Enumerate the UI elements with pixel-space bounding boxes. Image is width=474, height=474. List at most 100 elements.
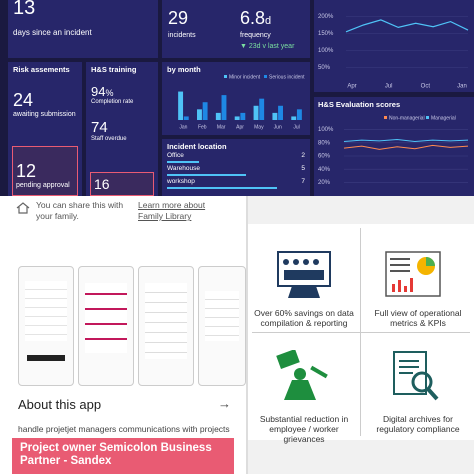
x-tick-label: Mar [217,124,226,130]
location-row: workshop 7 [167,177,305,190]
app-panel: You can share this with your family. Lea… [0,196,248,474]
about-arrow[interactable]: → [218,396,231,411]
benefit-icon [277,251,331,298]
screenshot[interactable] [78,266,134,386]
family-icon [16,202,30,214]
banner: Project owner Semicolon Business Partner… [12,438,234,474]
screenshots [18,266,246,386]
risk-title: Risk assements [13,65,70,74]
screenshot[interactable] [138,266,194,386]
risk-tile: Risk assements 24 awaiting submission 12… [8,62,82,196]
benefit-icon [276,350,328,400]
bar [272,112,278,120]
dashboard: 13 days since an incident 29 incidents 6… [0,0,474,196]
by-month-title: by month [167,65,201,74]
y-tick-label: 200% [318,14,334,20]
risk-pending-label: pending approval [16,182,70,189]
screenshot[interactable] [198,266,246,386]
incidents-tile: 29 incidents 6.8d frequency ▼ 23d v last… [162,0,310,58]
training-tile: H&S training 94% Completion rate 74 Staf… [86,62,158,196]
risk-awaiting-label: awaiting submission [13,111,76,118]
x-tick-label: Jun [274,124,282,130]
days-label: days since an incident [13,28,92,37]
benefit-icon [393,351,439,401]
legend-swatch [426,116,429,119]
score-line [343,138,469,142]
benefit-caption: Over 60% savings on data compilation & r… [254,308,354,328]
training-title: H&S training [91,65,137,74]
bar [183,116,189,120]
y-tick-label: 60% [318,154,331,160]
pending-box: 12 pending approval [12,146,78,196]
bar [296,109,302,120]
location-bar [167,174,246,176]
bar [240,112,246,120]
x-tick-label: May [254,124,264,130]
legend-swatch [224,75,227,78]
benefit-caption: Substantial reduction in employee / work… [259,414,349,444]
x-tick-label: Oct [421,84,431,90]
legend-label: Managerial [431,115,456,121]
x-tick-label: Apr [236,124,244,130]
days-value: 13 [13,0,36,19]
benefits-panel: Over 60% savings on data compilation & r… [248,196,474,474]
trend-chart: 200% 150% 100% 50% Apr Jul Oct Jan [314,0,474,92]
x-tick-label: Jul [293,124,299,130]
legend-label: Minor incident [229,74,261,80]
frequency-label: frequency [240,32,271,39]
benefit-icon [385,251,441,297]
training-overdue: 74 [91,119,108,136]
by-month-tile: by month Minor incident Serious incident J… [162,62,310,135]
days-tile: 13 days since an incident [8,0,158,58]
frequency-unit: d [265,15,272,27]
score-line [343,144,469,150]
bar [278,105,283,120]
bar [197,109,202,120]
location-count: 2 [301,152,305,159]
location-row: Warehouse 5 [167,164,305,177]
frequency-number: 6.8 [240,8,266,28]
divider [252,332,470,333]
bar [202,102,208,120]
y-tick-label: 150% [318,31,334,37]
location-title: Incident location [167,142,227,151]
screenshot[interactable] [18,266,74,386]
legend-label: Serious incident [269,74,305,80]
y-tick-label: 100% [318,127,334,133]
x-tick-label: Apr [347,84,356,90]
about-title: About this app [18,397,102,412]
location-count: 7 [301,178,305,185]
incidents-value: 29 [168,8,189,28]
benefit-caption: Digital archives for regulatory complian… [376,414,460,434]
frequency-change: ▼ 23d v last year [240,43,295,50]
x-tick-label: Jan [179,124,187,130]
other-box: 16 [90,172,154,196]
bar [259,98,265,120]
completion-unit: % [105,88,114,98]
x-tick-label: Jul [385,84,393,90]
location-bar [167,187,278,189]
legend-label: Non-managerial [389,115,425,121]
bar [234,116,240,120]
location-name: Office [167,152,184,159]
x-tick-label: Jan [457,84,467,90]
benefit-caption: Full view of operational metrics & KPIs [374,308,462,328]
risk-pending: 12 [16,161,37,181]
x-tick-label: Feb [198,124,207,130]
location-tile: Incident location Office 2 Warehouse 5 works… [162,139,310,196]
evaluation-title: H&S Evaluation scores [318,100,400,109]
family-link[interactable]: Learn more about Family Library [138,200,206,221]
incidents-label: incidents [168,32,196,39]
benefits-grid: Over 60% savings on data compilation & r… [248,224,474,444]
bar [291,116,297,120]
location-list: Office 2 Warehouse 5 workshop 7 [167,151,305,190]
overdue-label: Staff overdue [91,136,127,142]
description: handle projetjet managers communications… [18,424,230,434]
y-tick-label: 40% [318,167,331,173]
completion-label: Completion rate [91,99,134,105]
bar [178,91,184,120]
completion-value: 94 [91,84,106,99]
y-tick-label: 20% [318,180,331,186]
bar [221,95,227,120]
